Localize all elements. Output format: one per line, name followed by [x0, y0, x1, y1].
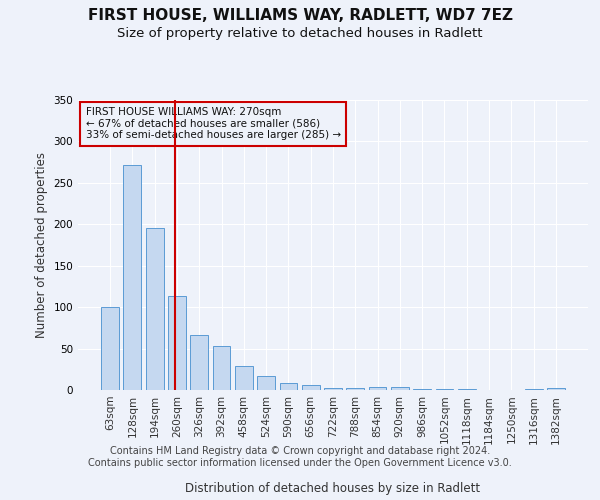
Bar [346, 388, 364, 390]
Text: FIRST HOUSE, WILLIAMS WAY, RADLETT, WD7 7EZ: FIRST HOUSE, WILLIAMS WAY, RADLETT, WD7 … [88, 8, 512, 22]
Text: Contains HM Land Registry data © Crown copyright and database right 2024.
Contai: Contains HM Land Registry data © Crown c… [88, 446, 512, 468]
Bar [547, 388, 565, 390]
Bar [190, 336, 208, 390]
Bar [168, 296, 186, 390]
Bar [302, 385, 320, 390]
Bar [235, 366, 253, 390]
Bar [124, 166, 142, 390]
Bar [436, 389, 454, 390]
Bar [257, 376, 275, 390]
Bar [413, 389, 431, 390]
Bar [391, 386, 409, 390]
Bar [146, 228, 164, 390]
Bar [101, 307, 119, 390]
Bar [458, 389, 476, 390]
Text: Distribution of detached houses by size in Radlett: Distribution of detached houses by size … [185, 482, 481, 495]
Bar [524, 389, 542, 390]
Y-axis label: Number of detached properties: Number of detached properties [35, 152, 48, 338]
Text: FIRST HOUSE WILLIAMS WAY: 270sqm
← 67% of detached houses are smaller (586)
33% : FIRST HOUSE WILLIAMS WAY: 270sqm ← 67% o… [86, 108, 341, 140]
Bar [212, 346, 230, 390]
Bar [280, 382, 298, 390]
Bar [368, 386, 386, 390]
Bar [324, 388, 342, 390]
Text: Size of property relative to detached houses in Radlett: Size of property relative to detached ho… [117, 28, 483, 40]
